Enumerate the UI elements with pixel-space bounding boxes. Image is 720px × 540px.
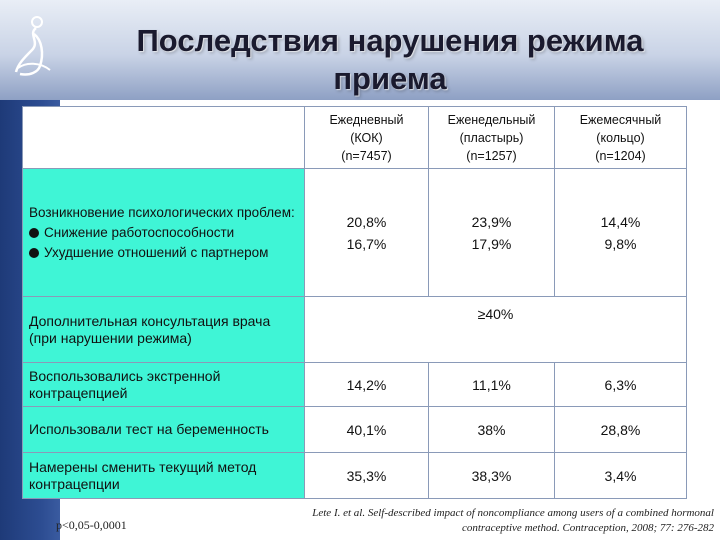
emergency-daily: 14,2% bbox=[304, 362, 429, 407]
pregtest-monthly: 28,8% bbox=[554, 406, 687, 453]
psych-bullet-1-text: Снижение работоспособности bbox=[44, 224, 235, 240]
pregtest-daily: 40,1% bbox=[304, 406, 429, 453]
switch-monthly: 3,4% bbox=[554, 452, 687, 499]
psych-weekly: 23,9% 17,9% bbox=[428, 168, 555, 297]
citation-line-1: Lete I. et al. Self-described impact of … bbox=[312, 507, 714, 519]
header-daily: Ежедневный (КОК) (n=7457) bbox=[304, 106, 429, 169]
header-weekly-line2: (пластырь) bbox=[459, 130, 524, 145]
header-daily-line3: (n=7457) bbox=[341, 148, 392, 163]
psych-bullet-2: Ухудшение отношений с партнером bbox=[29, 243, 298, 263]
switch-daily: 35,3% bbox=[304, 452, 429, 499]
psych-bullet-1: Снижение работоспособности bbox=[29, 223, 298, 243]
switch-weekly: 38,3% bbox=[428, 452, 555, 499]
psych-monthly: 14,4% 9,8% bbox=[554, 168, 687, 297]
data-table: Ежедневный (КОК) (n=7457) Еженедельный (… bbox=[22, 106, 687, 499]
header-weekly-line1: Еженедельный bbox=[447, 112, 536, 127]
header-monthly: Ежемесячный (кольцо) (n=1204) bbox=[554, 106, 687, 169]
row-label-psych: Возникновение психологических проблем: С… bbox=[22, 168, 305, 297]
psych-daily: 20,8% 16,7% bbox=[304, 168, 429, 297]
header-monthly-line3: (n=1204) bbox=[595, 148, 646, 163]
consult-value: ≥40% bbox=[304, 296, 687, 363]
p-value-note: p<0,05-0,0001 bbox=[56, 518, 127, 532]
psych-weekly-v1: 23,9% bbox=[471, 213, 512, 230]
psych-weekly-v2: 17,9% bbox=[471, 235, 512, 252]
header-weekly: Еженедельный (пластырь) (n=1257) bbox=[428, 106, 555, 169]
table-row: Возникновение психологических проблем: С… bbox=[22, 168, 687, 297]
header-monthly-line2: (кольцо) bbox=[596, 130, 645, 145]
table-row: Воспользовались экстренной контрацепцией… bbox=[22, 362, 687, 407]
header-daily-line2: (КОК) bbox=[350, 130, 383, 145]
psych-monthly-v1: 14,4% bbox=[600, 213, 641, 230]
emergency-monthly: 6,3% bbox=[554, 362, 687, 407]
psych-title: Возникновение психологических проблем: bbox=[29, 204, 295, 220]
row-label-pregtest: Использовали тест на беременность bbox=[22, 406, 305, 453]
table-row: Дополнительная консультация врача (при н… bbox=[22, 296, 687, 363]
page-title: Последствия нарушения режима приема bbox=[136, 23, 644, 96]
row-label-emergency: Воспользовались экстренной контрацепцией bbox=[22, 362, 305, 407]
header-weekly-line3: (n=1257) bbox=[466, 148, 517, 163]
psych-daily-v2: 16,7% bbox=[346, 235, 387, 252]
logo-icon bbox=[14, 16, 51, 76]
header-row: Ежедневный (КОК) (n=7457) Еженедельный (… bbox=[22, 106, 687, 169]
table-row: Использовали тест на беременность 40,1% … bbox=[22, 406, 687, 453]
row-label-consult: Дополнительная консультация врача (при н… bbox=[22, 296, 305, 363]
table-row: Намерены сменить текущий метод контрацеп… bbox=[22, 452, 687, 499]
row-label-switch: Намерены сменить текущий метод контрацеп… bbox=[22, 452, 305, 499]
citation-line-2: contraceptive method. Contraception, 200… bbox=[461, 522, 714, 534]
header-band bbox=[0, 0, 720, 100]
psych-monthly-v2: 9,8% bbox=[604, 235, 637, 252]
bullet-icon bbox=[29, 247, 39, 258]
emergency-weekly: 11,1% bbox=[428, 362, 555, 407]
citation: Lete I. et al. Self-described impact of … bbox=[250, 506, 714, 536]
bullet-icon bbox=[29, 227, 39, 238]
header-corner bbox=[22, 106, 305, 169]
header-monthly-line1: Ежемесячный bbox=[579, 112, 662, 127]
psych-daily-v1: 20,8% bbox=[346, 213, 387, 230]
consult-value-text: ≥40% bbox=[477, 306, 514, 322]
pregtest-weekly: 38% bbox=[428, 406, 555, 453]
header-daily-line1: Ежедневный bbox=[329, 112, 404, 127]
psych-bullet-2-text: Ухудшение отношений с партнером bbox=[44, 244, 269, 260]
